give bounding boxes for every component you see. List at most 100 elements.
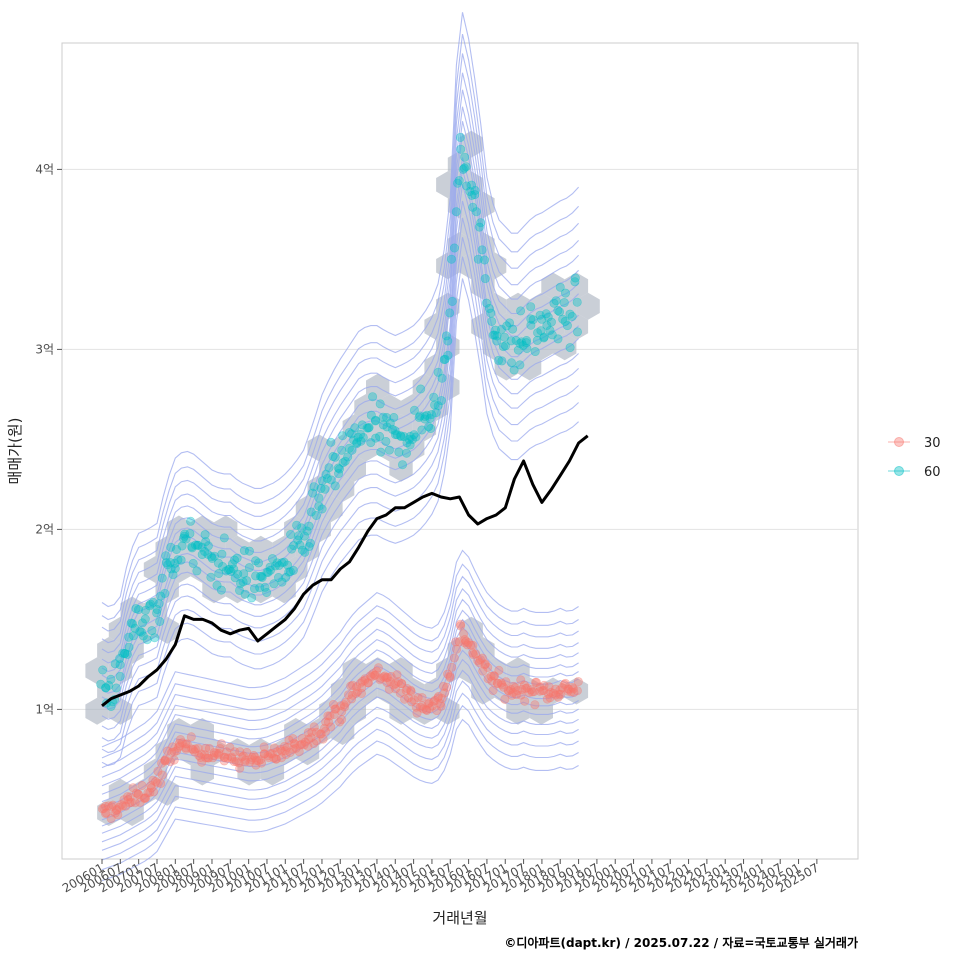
point-30	[468, 640, 478, 650]
point-60	[122, 649, 132, 659]
hexbin-cell	[401, 394, 425, 421]
point-60	[521, 338, 531, 348]
hexbin-cell	[108, 778, 133, 806]
point-30	[501, 677, 511, 687]
point-30	[116, 800, 126, 810]
legend-key-60	[894, 466, 904, 476]
point-60	[193, 540, 203, 550]
point-60	[294, 531, 304, 541]
point-30	[259, 749, 269, 759]
point-30	[112, 804, 122, 814]
point-60	[470, 190, 480, 200]
point-60	[443, 350, 453, 360]
point-30	[531, 677, 541, 687]
hexbin-cell	[155, 738, 179, 766]
point-30	[133, 789, 143, 799]
point-30	[230, 747, 240, 757]
point-60	[145, 599, 155, 609]
point-30	[383, 672, 393, 682]
point-30	[311, 736, 321, 746]
point-30	[216, 739, 226, 749]
point-30	[483, 674, 493, 684]
point-30	[280, 746, 290, 756]
point-60	[526, 320, 536, 330]
point-30	[269, 743, 279, 753]
point-60	[219, 533, 229, 543]
point-30	[503, 685, 513, 695]
point-30	[474, 658, 484, 668]
point-60	[200, 546, 210, 556]
point-30	[535, 686, 545, 696]
point-60	[273, 572, 283, 582]
point-60	[439, 355, 449, 365]
point-30	[119, 795, 129, 805]
point-30	[172, 746, 182, 756]
point-60	[387, 424, 397, 434]
point-30	[347, 690, 357, 700]
density-contour	[101, 658, 579, 834]
point-60	[197, 542, 207, 552]
point-30	[123, 792, 133, 802]
point-60	[233, 569, 243, 579]
hexbin-cell	[377, 677, 401, 705]
density-contour	[101, 121, 579, 673]
point-60	[375, 399, 385, 409]
hexbin-cell	[459, 171, 483, 199]
point-30	[530, 700, 540, 710]
point-60	[285, 567, 295, 577]
point-60	[505, 318, 515, 328]
density-contour	[101, 237, 579, 742]
point-60	[156, 591, 166, 601]
point-30	[493, 678, 503, 688]
point-30	[336, 715, 346, 725]
point-60	[207, 553, 217, 563]
point-30	[555, 685, 565, 695]
hexbin-cell	[342, 414, 366, 442]
point-30	[303, 734, 313, 744]
point-30	[524, 688, 534, 698]
point-30	[356, 688, 366, 698]
point-30	[480, 660, 490, 670]
point-30	[573, 677, 583, 687]
hexbin-cell	[541, 313, 565, 340]
point-60	[314, 493, 324, 503]
hexbin-cell	[132, 778, 156, 806]
point-60	[299, 531, 309, 541]
hexbin-cell	[85, 657, 109, 685]
point-30	[235, 747, 245, 757]
point-60	[180, 529, 190, 539]
point-30	[110, 808, 120, 818]
point-60	[242, 576, 252, 586]
density-contour	[101, 609, 579, 795]
point-60	[455, 132, 465, 142]
point-30	[196, 752, 206, 762]
point-30	[331, 704, 341, 714]
hexbin-cell	[354, 394, 378, 421]
hexbin-cell	[401, 434, 425, 462]
point-60	[547, 330, 557, 340]
point-60	[440, 354, 450, 364]
scatter-points	[96, 132, 583, 823]
point-60	[382, 412, 392, 422]
point-60	[286, 529, 296, 539]
point-30	[572, 686, 582, 696]
point-60	[407, 434, 417, 444]
point-30	[382, 678, 392, 688]
point-60	[362, 423, 372, 433]
point-60	[309, 482, 319, 492]
point-30	[389, 680, 399, 690]
point-30	[567, 682, 577, 692]
point-30	[107, 802, 117, 812]
point-30	[220, 752, 230, 762]
point-60	[200, 530, 210, 540]
point-30	[101, 808, 111, 818]
point-60	[216, 585, 226, 595]
point-60	[506, 336, 516, 346]
point-60	[506, 358, 516, 368]
point-60	[537, 314, 547, 324]
point-60	[437, 373, 447, 383]
point-30	[139, 793, 149, 803]
density-contour	[101, 157, 579, 694]
point-30	[281, 750, 291, 760]
hexbin-cell	[295, 535, 320, 563]
